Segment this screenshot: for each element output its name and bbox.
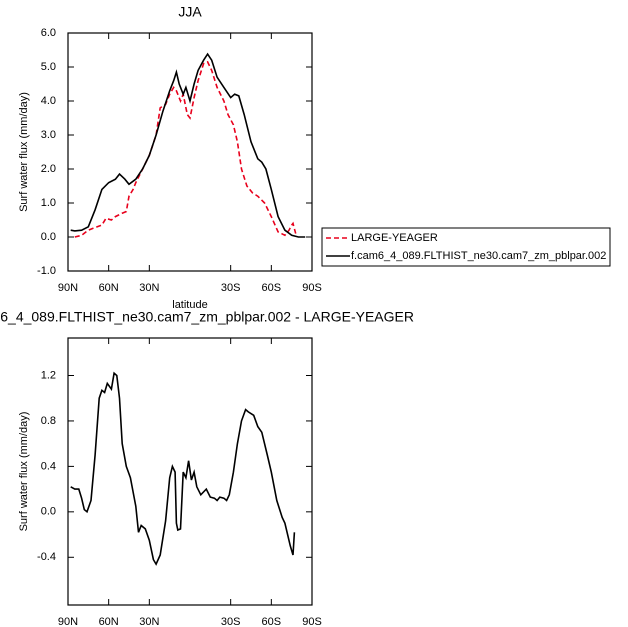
- y-axis-label: Surf water flux (mm/day): [18, 92, 30, 212]
- y-tick-label: 0.4: [41, 460, 56, 472]
- x-tick-label: 30N: [139, 616, 159, 627]
- y-axis-label: Surf water flux (mm/day): [18, 412, 30, 532]
- x-tick-label: 90N: [58, 282, 78, 294]
- x-tick-label: 60S: [262, 616, 282, 627]
- data-line: [70, 371, 296, 566]
- y-tick-label: 0.8: [41, 415, 56, 427]
- y-tick-label: -0.4: [37, 551, 56, 563]
- chart-title: f.cam6_4_089.FLTHIST_ne30.cam7_zm_pblpar…: [0, 309, 414, 325]
- y-tick-label: 3.0: [41, 129, 56, 141]
- x-tick-label: 60N: [99, 616, 119, 627]
- plot-frame: [67, 337, 313, 606]
- y-tick-label: 4.0: [41, 95, 56, 107]
- x-tick-label: 90N: [58, 616, 78, 627]
- x-tick-label: 30S: [221, 282, 241, 294]
- data-line: [70, 52, 306, 238]
- x-tick-label: 90S: [302, 282, 322, 294]
- y-tick-label: 0.0: [41, 231, 56, 243]
- x-tick-label: 60S: [262, 282, 282, 294]
- legend-label: LARGE-YEAGER: [351, 232, 438, 244]
- y-tick-label: 5.0: [41, 61, 56, 73]
- y-tick-label: 2.0: [41, 163, 56, 175]
- plot-frame: [67, 32, 313, 272]
- legend-box: [321, 227, 611, 267]
- legend-label: f.cam6_4_089.FLTHIST_ne30.cam7_zm_pblpar…: [351, 250, 606, 262]
- y-tick-label: 1.2: [41, 369, 56, 381]
- y-tick-label: 1.0: [41, 197, 56, 209]
- chart-title: JJA: [178, 4, 202, 20]
- y-tick-label: 0.0: [41, 506, 56, 518]
- x-tick-label: 30S: [221, 616, 241, 627]
- y-tick-label: 6.0: [41, 27, 56, 39]
- x-tick-label: 30N: [139, 282, 159, 294]
- x-tick-label: 90S: [302, 616, 322, 627]
- y-tick-label: -1.0: [37, 265, 56, 277]
- x-tick-label: 60N: [99, 282, 119, 294]
- x-axis-label: latitude: [172, 299, 207, 311]
